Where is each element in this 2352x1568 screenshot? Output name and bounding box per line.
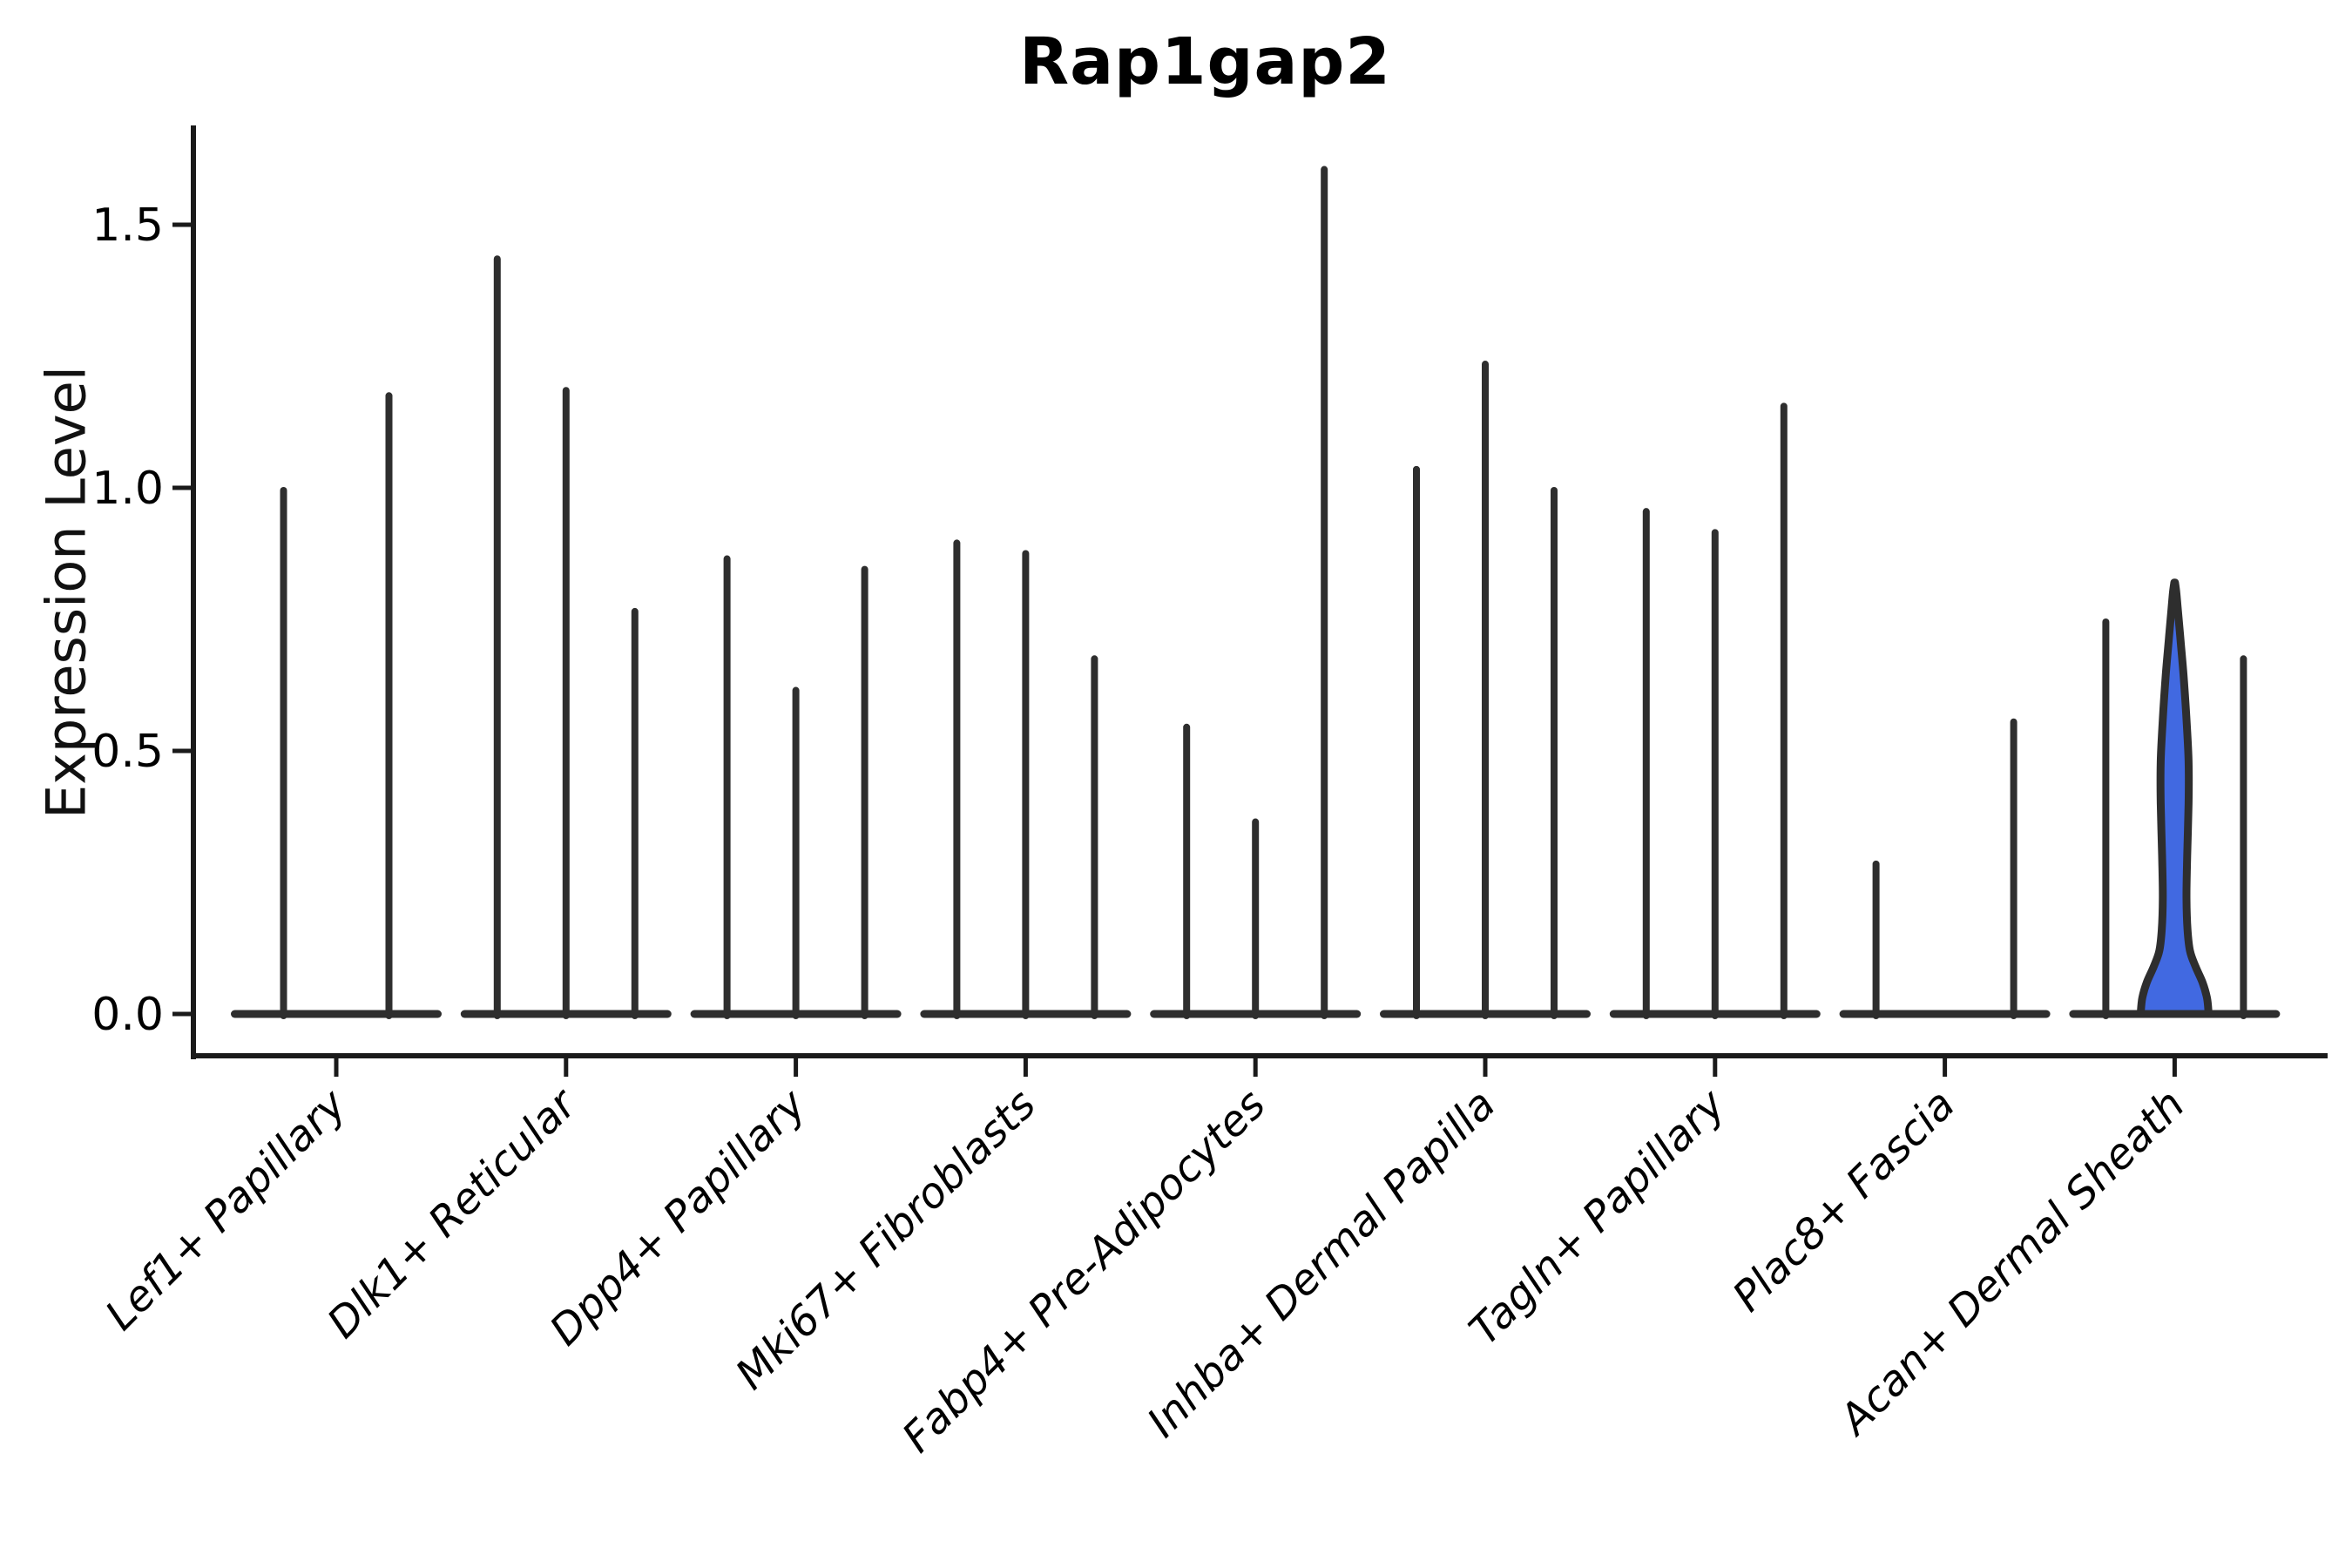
x-tick-label: Tagln+ Papillary <box>1460 1079 1735 1355</box>
y-tick-label: 1.0 <box>91 463 164 515</box>
y-tick-label: 0.0 <box>91 989 164 1041</box>
x-tick-label: Fabp4+ Pre-Adipocytes <box>893 1080 1275 1463</box>
x-tick-label: Lef1+ Papillary <box>96 1079 356 1340</box>
y-tick-label: 1.5 <box>91 199 164 252</box>
violin-filled <box>2136 578 2213 1018</box>
y-axis-label: Expression Level <box>34 366 98 819</box>
x-tick-label: Plac8+ Fascia <box>1723 1080 1964 1321</box>
x-tick-label: Dlk1+ Reticular <box>318 1078 588 1348</box>
plot-title: Rap1gap2 <box>1019 24 1391 99</box>
y-tick-label: 0.5 <box>91 726 164 778</box>
violin-base <box>1839 1010 2051 1018</box>
x-tick-label: Dpp4+ Papillary <box>540 1079 815 1355</box>
violin-base <box>231 1010 442 1018</box>
